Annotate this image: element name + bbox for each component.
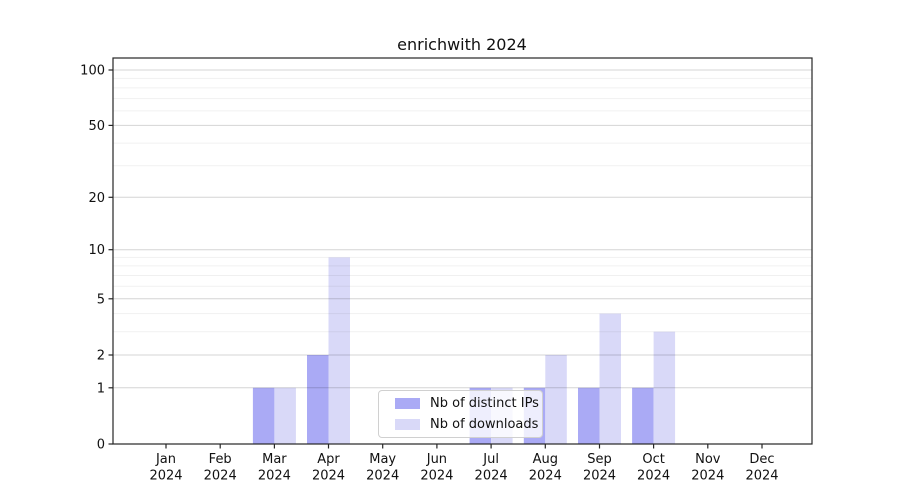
legend-label-distinct-ips: Nb of distinct IPs — [430, 396, 539, 411]
x-tick-label-year: 2024 — [475, 469, 508, 484]
bar-nb-of-distinct-ips-apr — [307, 355, 329, 444]
y-tick-label: 100 — [80, 64, 105, 79]
bar-nb-of-distinct-ips-sep — [578, 387, 600, 444]
x-tick-label-year: 2024 — [583, 469, 616, 484]
legend-swatch-distinct-ips — [395, 398, 420, 409]
bar-nb-of-downloads-aug — [545, 355, 567, 444]
x-tick-label-month: Aug — [533, 452, 558, 467]
x-tick-label-month: May — [369, 452, 396, 467]
y-tick-label: 10 — [88, 243, 105, 258]
x-tick-label-year: 2024 — [204, 469, 237, 484]
x-tick-label-year: 2024 — [691, 469, 724, 484]
x-tick-label-month: Dec — [749, 452, 774, 467]
x-tick-label-month: Oct — [642, 452, 664, 467]
legend: Nb of distinct IPs Nb of downloads — [378, 390, 543, 438]
bar-nb-of-downloads-sep — [599, 313, 621, 444]
x-tick-label-year: 2024 — [149, 469, 182, 484]
x-tick-label-year: 2024 — [366, 469, 399, 484]
x-tick-label-month: Jun — [426, 452, 447, 467]
bar-nb-of-downloads-apr — [328, 257, 350, 444]
y-tick-label: 0 — [97, 438, 105, 453]
x-tick-label-month: Apr — [317, 452, 340, 467]
bar-nb-of-distinct-ips-oct — [632, 387, 654, 444]
x-tick-label-month: Feb — [209, 452, 232, 467]
bar-nb-of-downloads-mar — [274, 387, 296, 444]
legend-label-downloads: Nb of downloads — [430, 417, 539, 432]
y-tick-label: 5 — [97, 292, 105, 307]
legend-item-distinct-ips: Nb of distinct IPs — [395, 396, 542, 411]
x-tick-label-month: Mar — [262, 452, 287, 467]
x-tick-label-month: Jan — [155, 452, 176, 467]
legend-swatch-downloads — [395, 419, 420, 430]
bar-nb-of-distinct-ips-mar — [252, 387, 275, 444]
y-tick-label: 20 — [88, 191, 105, 206]
y-tick-label: 1 — [97, 381, 105, 396]
x-tick-label-year: 2024 — [637, 469, 670, 484]
x-tick-label-year: 2024 — [745, 469, 778, 484]
y-tick-label: 2 — [97, 349, 105, 364]
x-tick-label-year: 2024 — [312, 469, 345, 484]
legend-item-downloads: Nb of downloads — [395, 417, 542, 432]
x-tick-label-month: Nov — [695, 452, 721, 467]
chart-title: enrichwith 2024 — [397, 35, 527, 54]
x-tick-label-year: 2024 — [529, 469, 562, 484]
x-tick-label-month: Sep — [587, 452, 612, 467]
x-tick-label-year: 2024 — [258, 469, 291, 484]
y-tick-label: 50 — [88, 119, 105, 134]
bar-nb-of-downloads-oct — [653, 331, 676, 444]
axes-spines — [112, 57, 813, 445]
x-tick-label-month: Jul — [482, 452, 499, 467]
x-tick-label-year: 2024 — [420, 469, 453, 484]
